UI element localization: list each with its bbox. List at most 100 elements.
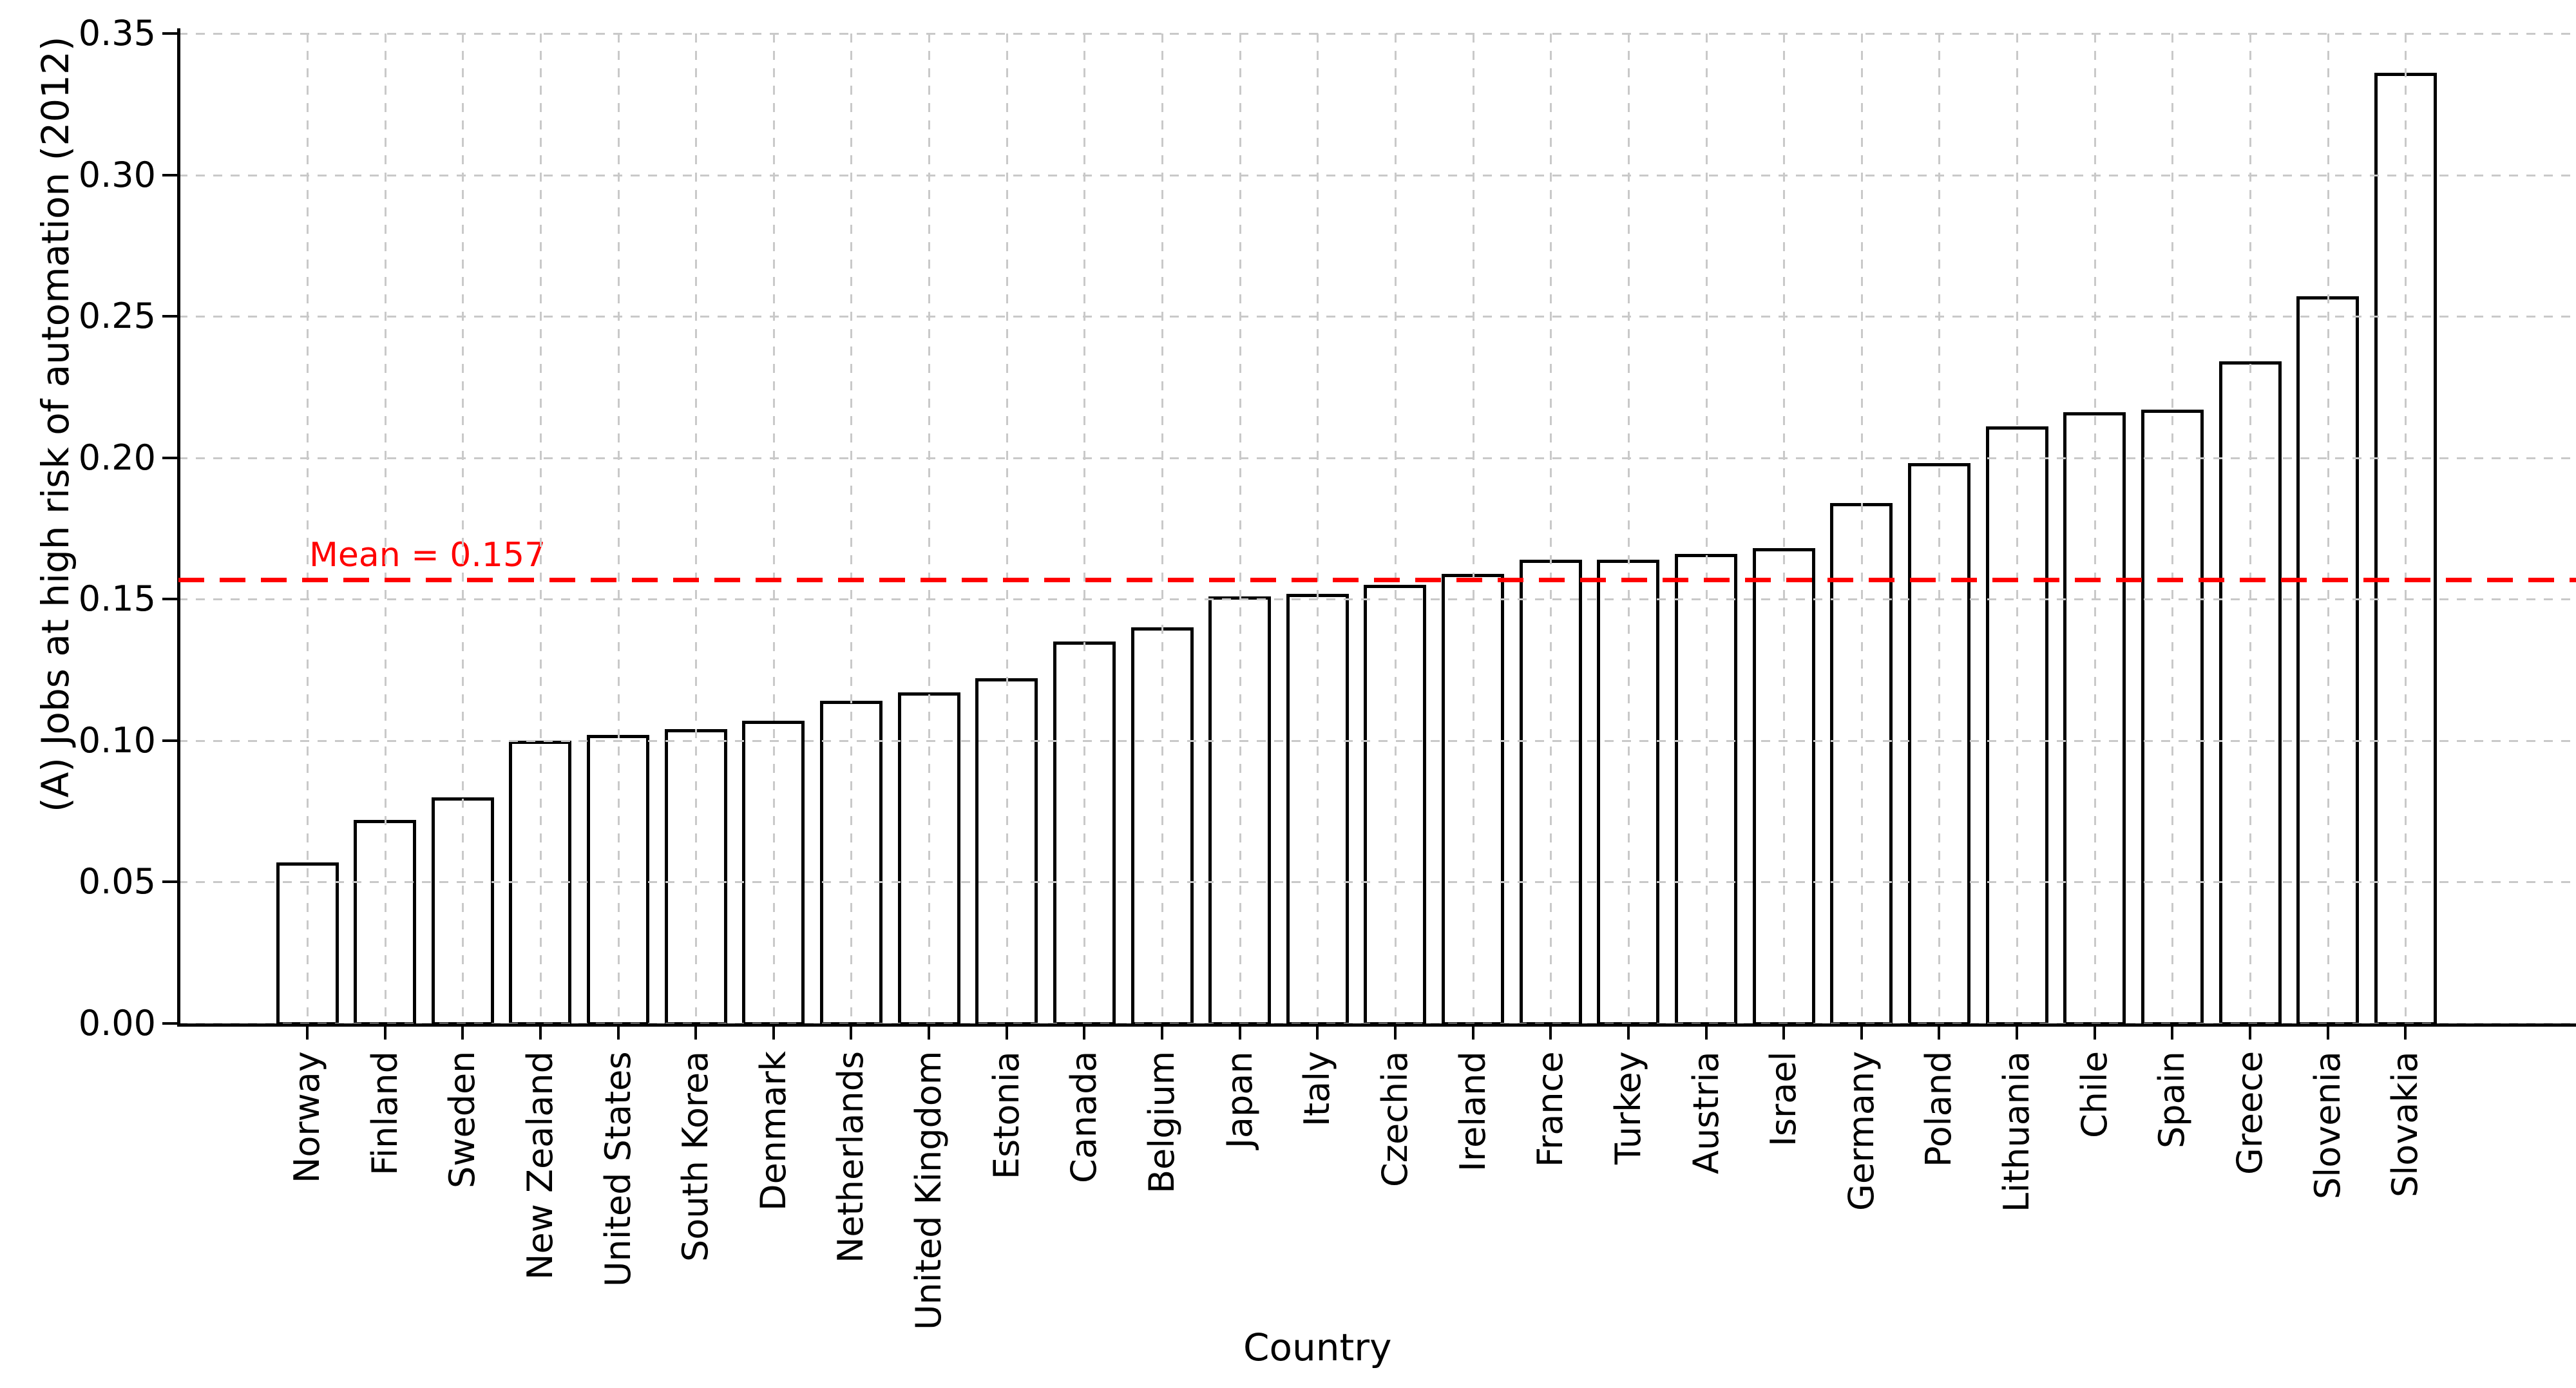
- v-gridline-belgium: [1161, 33, 1164, 1023]
- y-tick-label-0.30: 0.30: [78, 154, 156, 195]
- v-gridline-finland: [384, 33, 386, 1023]
- x-tick-label-united-states: United States: [597, 1051, 638, 1287]
- x-tick-france: [1549, 1025, 1552, 1040]
- mean-line: [178, 577, 2576, 582]
- x-tick-estonia: [1005, 1025, 1008, 1040]
- v-gridline-new-zealand: [539, 33, 542, 1023]
- v-gridline-denmark: [772, 33, 775, 1023]
- x-tick-italy: [1316, 1025, 1319, 1040]
- x-tick-label-new-zealand: New Zealand: [519, 1051, 560, 1280]
- y-tick-0.25: [162, 315, 178, 318]
- h-gridline-0.25: [178, 316, 2576, 318]
- x-tick-norway: [306, 1025, 309, 1040]
- x-tick-label-south-korea: South Korea: [675, 1051, 716, 1262]
- x-tick-label-chile: Chile: [2074, 1051, 2115, 1139]
- x-axis-spine: [177, 1023, 2576, 1027]
- x-tick-label-slovenia: Slovenia: [2307, 1051, 2348, 1199]
- v-gridline-turkey: [1627, 33, 1630, 1023]
- h-gridline-0.20: [178, 457, 2576, 459]
- v-gridline-sweden: [462, 33, 464, 1023]
- v-gridline-italy: [1317, 33, 1319, 1023]
- x-tick-finland: [383, 1025, 386, 1040]
- x-tick-label-czechia: Czechia: [1374, 1051, 1415, 1188]
- y-tick-label-0.35: 0.35: [78, 13, 156, 53]
- y-tick-0.05: [162, 880, 178, 884]
- x-tick-label-italy: Italy: [1297, 1051, 1338, 1127]
- h-gridline-0.35: [178, 33, 2576, 35]
- x-tick-label-slovakia: Slovakia: [2385, 1051, 2426, 1197]
- y-tick-label-0.10: 0.10: [78, 719, 156, 761]
- v-gridline-united-states: [617, 33, 620, 1023]
- x-tick-label-norway: Norway: [287, 1051, 327, 1183]
- y-tick-0.15: [162, 598, 178, 601]
- x-tick-united-states: [616, 1025, 620, 1040]
- v-gridline-canada: [1083, 33, 1086, 1023]
- v-gridline-japan: [1239, 33, 1241, 1023]
- y-tick-0.30: [162, 173, 178, 176]
- v-gridline-slovakia: [2405, 33, 2407, 1023]
- v-gridline-germany: [1860, 33, 1863, 1023]
- v-gridline-chile: [2094, 33, 2096, 1023]
- v-gridline-norway: [307, 33, 309, 1023]
- v-gridline-estonia: [1006, 33, 1008, 1023]
- x-tick-germany: [1860, 1025, 1863, 1040]
- v-gridline-greece: [2249, 33, 2251, 1023]
- x-tick-lithuania: [2016, 1025, 2019, 1040]
- x-tick-label-germany: Germany: [1840, 1051, 1882, 1212]
- h-gridline-0.15: [178, 598, 2576, 601]
- v-gridline-lithuania: [2016, 33, 2019, 1023]
- x-tick-slovakia: [2404, 1025, 2407, 1040]
- x-tick-label-finland: Finland: [364, 1051, 405, 1175]
- x-axis-label: Country: [1243, 1326, 1392, 1369]
- y-tick-label-0.25: 0.25: [78, 296, 156, 337]
- x-tick-slovenia: [2326, 1025, 2329, 1040]
- x-tick-label-sweden: Sweden: [442, 1051, 483, 1189]
- y-tick-label-0.15: 0.15: [78, 578, 156, 620]
- x-tick-label-ireland: Ireland: [1452, 1051, 1493, 1172]
- x-tick-label-spain: Spain: [2151, 1051, 2193, 1148]
- y-tick-label-0.05: 0.05: [78, 861, 156, 902]
- x-tick-greece: [2249, 1025, 2251, 1040]
- v-gridline-israel: [1783, 33, 1786, 1023]
- x-tick-new-zealand: [539, 1025, 542, 1040]
- h-gridline-0.05: [178, 881, 2576, 884]
- x-tick-poland: [1938, 1025, 1941, 1040]
- x-tick-belgium: [1161, 1025, 1164, 1040]
- x-tick-label-denmark: Denmark: [752, 1051, 794, 1212]
- x-tick-south-korea: [694, 1025, 698, 1040]
- x-tick-label-lithuania: Lithuania: [1996, 1051, 2037, 1213]
- x-tick-denmark: [772, 1025, 775, 1040]
- mean-annotation: Mean = 0.157: [309, 535, 546, 575]
- y-tick-label-0.20: 0.20: [78, 437, 156, 478]
- x-tick-label-france: France: [1530, 1051, 1571, 1167]
- x-tick-label-poland: Poland: [1918, 1051, 1960, 1168]
- v-gridline-south-korea: [695, 33, 698, 1023]
- x-tick-label-belgium: Belgium: [1141, 1051, 1183, 1194]
- x-tick-label-united-kingdom: United Kingdom: [908, 1051, 949, 1331]
- x-tick-label-israel: Israel: [1763, 1051, 1804, 1146]
- y-tick-0.10: [162, 739, 178, 742]
- x-tick-japan: [1238, 1025, 1241, 1040]
- x-tick-label-greece: Greece: [2229, 1051, 2270, 1175]
- y-axis-spine: [177, 28, 180, 1027]
- v-gridline-france: [1550, 33, 1552, 1023]
- x-tick-sweden: [461, 1025, 464, 1040]
- x-tick-united-kingdom: [928, 1025, 931, 1040]
- x-tick-spain: [2171, 1025, 2174, 1040]
- v-gridline-ireland: [1472, 33, 1474, 1023]
- v-gridline-netherlands: [850, 33, 853, 1023]
- x-tick-netherlands: [850, 1025, 853, 1040]
- v-gridline-spain: [2171, 33, 2174, 1023]
- y-tick-0.35: [162, 32, 178, 35]
- x-tick-austria: [1704, 1025, 1708, 1040]
- h-gridline-0.30: [178, 174, 2576, 176]
- v-gridline-united-kingdom: [928, 33, 931, 1023]
- h-gridline-0.10: [178, 739, 2576, 742]
- x-tick-chile: [2093, 1025, 2096, 1040]
- v-gridline-czechia: [1394, 33, 1397, 1023]
- x-tick-turkey: [1627, 1025, 1630, 1040]
- y-tick-0.20: [162, 456, 178, 459]
- x-tick-label-canada: Canada: [1064, 1051, 1105, 1184]
- x-tick-canada: [1083, 1025, 1086, 1040]
